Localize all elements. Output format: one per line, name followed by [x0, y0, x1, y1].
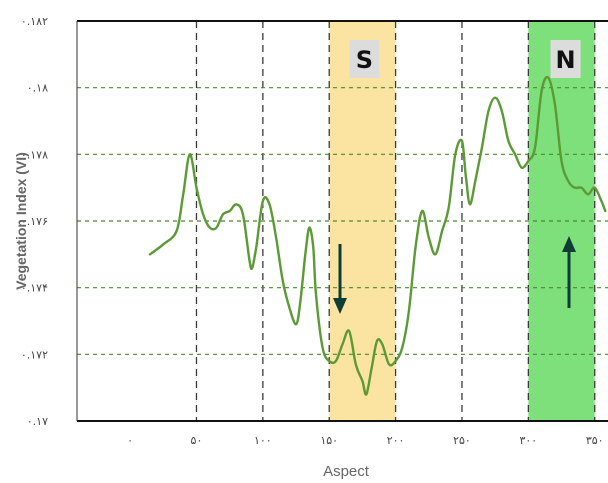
x-tick-label: ۱۰۰ [254, 434, 272, 447]
x-tick-label: ۲۵۰ [453, 434, 471, 447]
x-axis-title: Aspect [323, 463, 370, 480]
band-s [329, 21, 396, 421]
y-axis-title: Vegetation Index (VI) [13, 152, 29, 290]
y-tick-label: ۰.۱۸۲ [21, 15, 48, 28]
y-tick-label: ۰.۱۷۶ [21, 215, 48, 228]
y-tick-label: ۰.۱۷۴ [21, 282, 48, 295]
down-arrow-head [333, 298, 347, 314]
x-tick-label: ۰ [127, 434, 133, 447]
tick-labels: ۰.۱۷ ۰.۱۷۲ ۰.۱۷۴ ۰.۱۷۶ ۰.۱۷۸ ۰.۱۸ ۰.۱۸۲ ۰ ۵۰ ۱۰۰ ۱… [21, 15, 604, 447]
band-label-n: N [555, 46, 575, 74]
series-line-0 [148, 75, 607, 396]
axes [76, 20, 608, 422]
y-tick-label: ۰.۱۸ [27, 82, 48, 95]
x-tick-label: ۳۰۰ [519, 434, 537, 447]
y-tick-label: ۰.۱۷۸ [21, 148, 48, 161]
x-tick-label: ۲۰۰ [387, 434, 405, 447]
up-arrow-head [562, 236, 576, 252]
y-tick-label: ۰.۱۷ [27, 415, 48, 428]
x-tick-label: ۳۵۰ [586, 434, 604, 447]
band-label-box-n [550, 40, 581, 78]
x-tick-label: ۱۵۰ [320, 434, 338, 447]
series-layer [148, 75, 607, 396]
y-tick-label: ۰.۱۷۲ [21, 348, 48, 361]
band-label-s: S [356, 46, 373, 74]
gridlines [77, 21, 608, 421]
x-tick-label: ۵۰ [191, 434, 203, 447]
band-label-box-s [349, 40, 380, 78]
